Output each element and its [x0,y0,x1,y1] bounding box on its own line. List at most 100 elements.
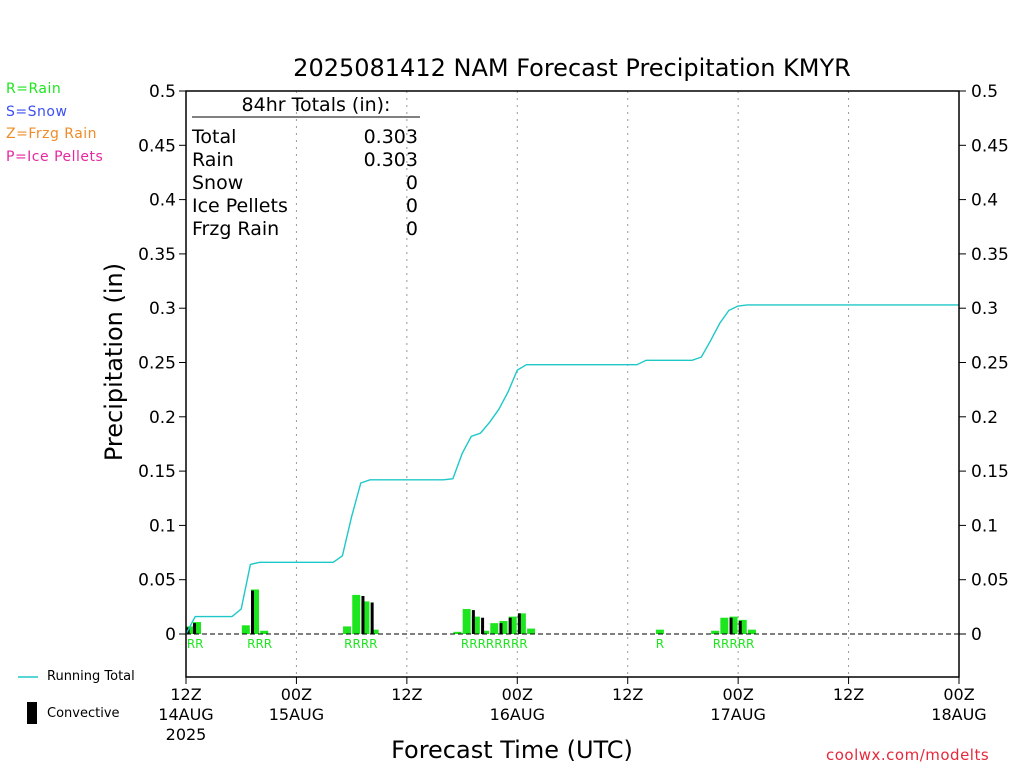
totals-row-label: Frzg Rain [192,218,279,240]
totals-row-value: 0.303 [364,126,418,148]
rain-bar [517,613,526,634]
convective-bar [508,617,512,634]
legend-running-total-label: Running Total [47,669,135,684]
x-axis-label: Forecast Time (UTC) [391,736,633,764]
legend-convective-swatch [27,702,37,724]
ptype-code-label: RRRRRRRR [461,637,528,651]
rain-bar [260,630,269,634]
ptype-code-label: RRR [247,637,272,651]
totals-header: 84hr Totals (in): [242,94,391,116]
totals-box: 84hr Totals (in): Total 0.303 Rain 0.303 Sno… [191,94,420,240]
legend-rain: R=Rain [6,81,62,97]
rain-bar [490,623,499,634]
rain-bar [352,594,361,634]
convective-bar [251,590,255,634]
rain-bar [711,630,720,634]
x-tick-label: 18AUG [931,705,986,724]
y-tick-label-left: 0.05 [138,571,176,591]
y-tick-label-left: 0.15 [138,462,176,482]
chart-title: 2025081412 NAM Forecast Precipitation KM… [293,54,851,82]
y-tick-label-right: 0.15 [971,462,1009,482]
x-tick-label: 12Z [833,685,864,704]
y-axis-label: Precipitation (in) [100,263,128,461]
rain-bar [361,601,370,634]
convective-bar [481,617,485,634]
plot-frame [185,90,960,678]
convective-bar [193,623,197,634]
y-tick-label-left: 0.4 [149,191,176,211]
y-tick-label-right: 0.2 [971,408,998,428]
x-tick-label: 12Z [391,685,422,704]
x-tick-label: 15AUG [269,705,324,724]
ptype-code-label: RRRR [344,637,377,651]
rain-bar [655,629,664,634]
y-tick-label-right: 0.3 [971,299,998,319]
y-tick-label-right: 0.4 [971,191,998,211]
rain-bar [453,631,462,634]
legend-snow: S=Snow [6,104,68,120]
x-tick-label: 00Z [502,685,533,704]
credit-link[interactable]: coolwx.com/modelts [826,746,990,764]
rain-bar [499,620,508,634]
y-tick-label-right: 0.45 [971,136,1009,156]
x-tick-label: 12Z [612,685,643,704]
convective-bar [729,617,733,634]
rain-bar [481,630,490,634]
rain-bar [738,619,747,634]
ptype-code-label: RR [187,637,204,651]
rain-bar [720,617,729,634]
y-tick-label-right: 0.1 [971,516,998,536]
x-tick-label: 16AUG [490,705,545,724]
y-tick-label-left: 0.1 [149,516,176,536]
y-tick-label-right: 0 [971,625,982,645]
totals-row-label: Total [191,126,236,148]
y-tick-label-right: 0.05 [971,571,1009,591]
running-total-line [185,304,959,635]
y-tick-label-left: 0.5 [149,82,176,102]
grid-lines [295,91,850,677]
totals-row-label: Rain [192,149,234,171]
y-tick-label-left: 0.2 [149,408,176,428]
totals-row-label: Ice Pellets [192,195,288,217]
convective-bar [471,610,475,634]
totals-row-value: 0.303 [364,149,418,171]
totals-row-label: Snow [192,172,243,194]
bar-series [186,589,756,634]
rain-bar [241,625,250,634]
totals-row-value: 0 [406,195,418,217]
rain-bar [193,622,202,634]
ptype-code-label: R [656,637,664,651]
y-tick-label-left: 0.45 [138,136,176,156]
convective-bar [361,595,365,634]
rain-bar [343,626,352,634]
rain-bar [747,629,756,634]
convective-bar [738,620,742,634]
rain-bar [462,609,471,634]
y-tick-label-right: 0.35 [971,245,1009,265]
y-tick-label-left: 0 [165,625,176,645]
legend-ice-pellets: P=Ice Pellets [6,149,104,165]
x-tick-label: 12Z [170,685,201,704]
rain-bar [251,589,260,634]
x-tick-label: 00Z [281,685,312,704]
convective-bar [370,602,374,634]
convective-bar [499,623,503,634]
convective-bar [517,613,521,634]
legend-convective-label: Convective [47,706,120,721]
rain-bar [508,616,517,634]
legend-frzg-rain: Z=Frzg Rain [6,126,98,142]
rain-bar [471,616,480,634]
ptype-codes: RR RRR RRRR RRRRRRRR R RRRRR [187,637,755,651]
y-tick-label-right: 0.5 [971,82,998,102]
x-tick-label: 2025 [166,725,207,744]
totals-row-value: 0 [406,172,418,194]
y-tick-label-left: 0.35 [138,245,176,265]
totals-row-value: 0 [406,218,418,240]
x-tick-label: 00Z [943,685,974,704]
x-tick-label: 14AUG [158,705,213,724]
ptype-code-label: RRRRR [713,637,755,651]
rain-bar [186,626,195,634]
rain-bar [729,616,738,634]
y-tick-label-left: 0.3 [149,299,176,319]
